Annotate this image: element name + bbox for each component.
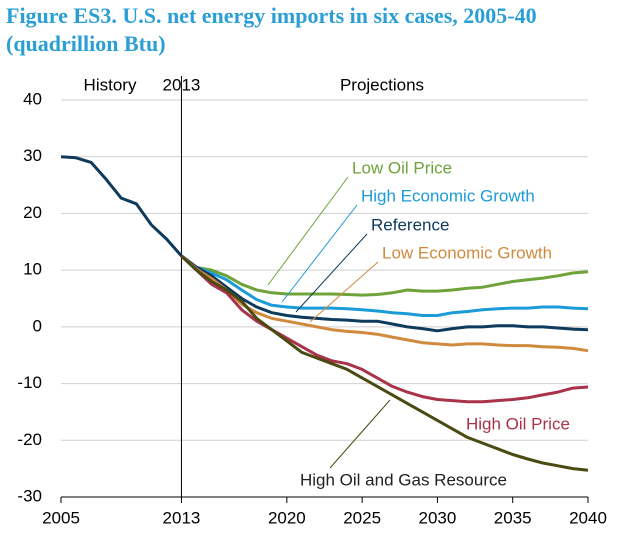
series-label: High Oil Price bbox=[466, 414, 570, 433]
x-tick-label: 2025 bbox=[343, 508, 381, 527]
series-line bbox=[180, 254, 589, 404]
y-tick-label: -20 bbox=[17, 430, 42, 449]
annotation: Projections bbox=[340, 75, 424, 94]
y-tick-label: 30 bbox=[23, 146, 42, 165]
x-tick-label: 2013 bbox=[163, 508, 201, 527]
x-tick-label: 2020 bbox=[268, 508, 306, 527]
y-tick-label: 10 bbox=[23, 260, 42, 279]
annotation: History bbox=[84, 75, 137, 94]
series-line bbox=[180, 254, 589, 297]
series-label: Low Oil Price bbox=[352, 158, 452, 177]
series-line bbox=[180, 254, 589, 317]
series-label: Low Economic Growth bbox=[382, 243, 552, 262]
y-tick-label: -10 bbox=[17, 373, 42, 392]
x-tick-label: 2040 bbox=[569, 508, 607, 527]
series-line bbox=[60, 155, 589, 333]
series-label: High Oil and Gas Resource bbox=[300, 470, 507, 489]
leader-line bbox=[267, 176, 349, 286]
series-line bbox=[180, 254, 589, 472]
leader-line bbox=[309, 261, 379, 323]
leader-line bbox=[281, 204, 358, 303]
y-tick-label: 20 bbox=[23, 203, 42, 222]
x-tick-label: 2030 bbox=[419, 508, 457, 527]
x-tick-label: 2035 bbox=[494, 508, 532, 527]
y-tick-label: -30 bbox=[17, 486, 42, 505]
chart-title: Figure ES3. U.S. net energy imports in s… bbox=[6, 3, 537, 56]
y-tick-label: 40 bbox=[23, 89, 42, 108]
y-tick-label: 0 bbox=[33, 316, 42, 335]
leader-line bbox=[329, 399, 391, 469]
x-tick-label: 2005 bbox=[42, 508, 80, 527]
leader-line bbox=[295, 233, 368, 313]
annotation: 2013 bbox=[163, 75, 201, 94]
series-label: High Economic Growth bbox=[361, 186, 535, 205]
series-label: Reference bbox=[371, 215, 449, 234]
